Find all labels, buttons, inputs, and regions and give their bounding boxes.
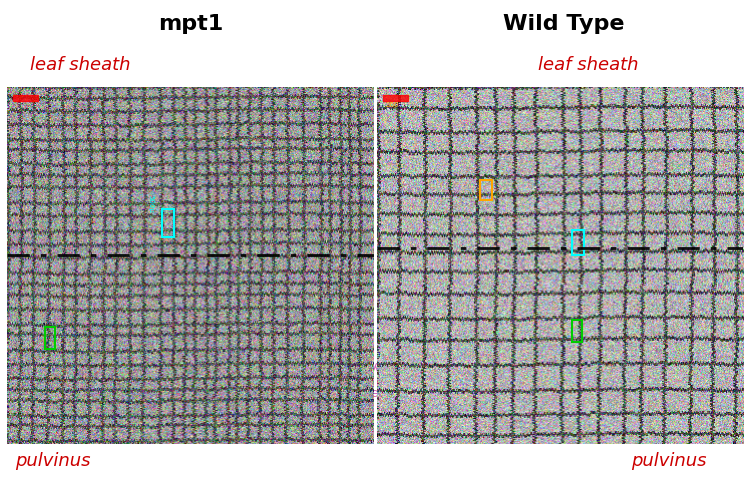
Text: (2nd LSP, 8days old seedling): (2nd LSP, 8days old seedling) <box>281 361 466 373</box>
Bar <box>45 327 55 349</box>
Bar <box>161 209 174 237</box>
Text: leaf sheath: leaf sheath <box>538 56 639 74</box>
Text: mpt1: mpt1 <box>158 14 223 34</box>
Text: Wild Type: Wild Type <box>503 14 624 34</box>
Text: pulvinus: pulvinus <box>631 452 707 470</box>
Bar <box>382 96 408 101</box>
Bar <box>571 230 583 256</box>
Text: leaf sheath: leaf sheath <box>30 56 131 74</box>
Text: WT(L) and Mutant(R) before gravity stimulation: WT(L) and Mutant(R) before gravity stimu… <box>225 385 522 398</box>
Text: 500μ: 500μ <box>147 195 153 213</box>
Text: pulvinus: pulvinus <box>15 452 90 470</box>
Bar <box>571 320 582 342</box>
Bar <box>13 96 38 101</box>
Text: 200: 200 <box>385 102 399 109</box>
Bar <box>480 180 492 200</box>
